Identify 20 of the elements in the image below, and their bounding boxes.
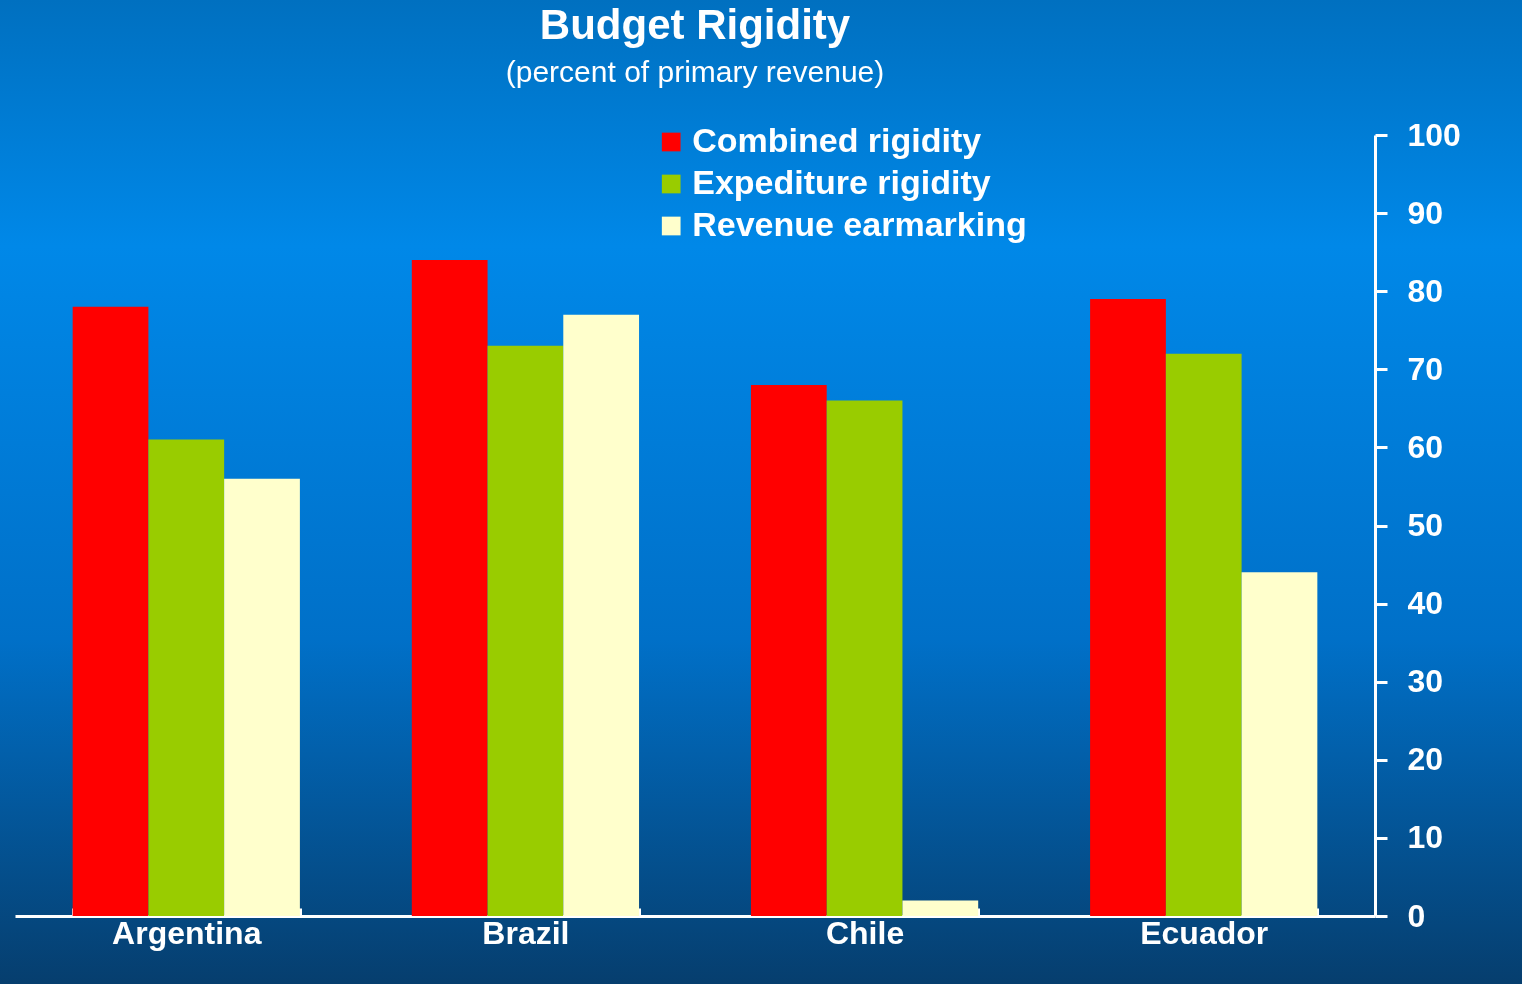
- chart-subtitle: (percent of primary revenue): [505, 55, 885, 88]
- y-tick-label: 60: [1407, 428, 1444, 465]
- legend-label: Expediture rigidity: [692, 163, 991, 201]
- y-tick-label: 30: [1407, 663, 1444, 700]
- y-tick-label: 50: [1407, 507, 1444, 543]
- y-tick-label: 80: [1407, 272, 1444, 309]
- y-tick-label: 90: [1407, 194, 1444, 231]
- y-tick-label: 100: [1407, 116, 1461, 153]
- x-tick-label: Chile: [825, 914, 905, 951]
- x-tick-label: Brazil: [482, 914, 570, 951]
- chart-title: Budget Rigidity: [539, 1, 851, 48]
- y-tick-label: 0: [1407, 897, 1426, 934]
- y-tick-label: 10: [1407, 819, 1444, 856]
- y-tick-label: 70: [1407, 350, 1444, 387]
- legend-label: Revenue earmarking: [692, 205, 1027, 243]
- x-tick-label: Ecuador: [1140, 914, 1269, 951]
- y-tick-label: 40: [1407, 585, 1444, 622]
- y-tick-label: 20: [1407, 741, 1444, 778]
- legend-label: Combined rigidity: [692, 121, 982, 159]
- x-tick-label: Argentina: [112, 914, 262, 951]
